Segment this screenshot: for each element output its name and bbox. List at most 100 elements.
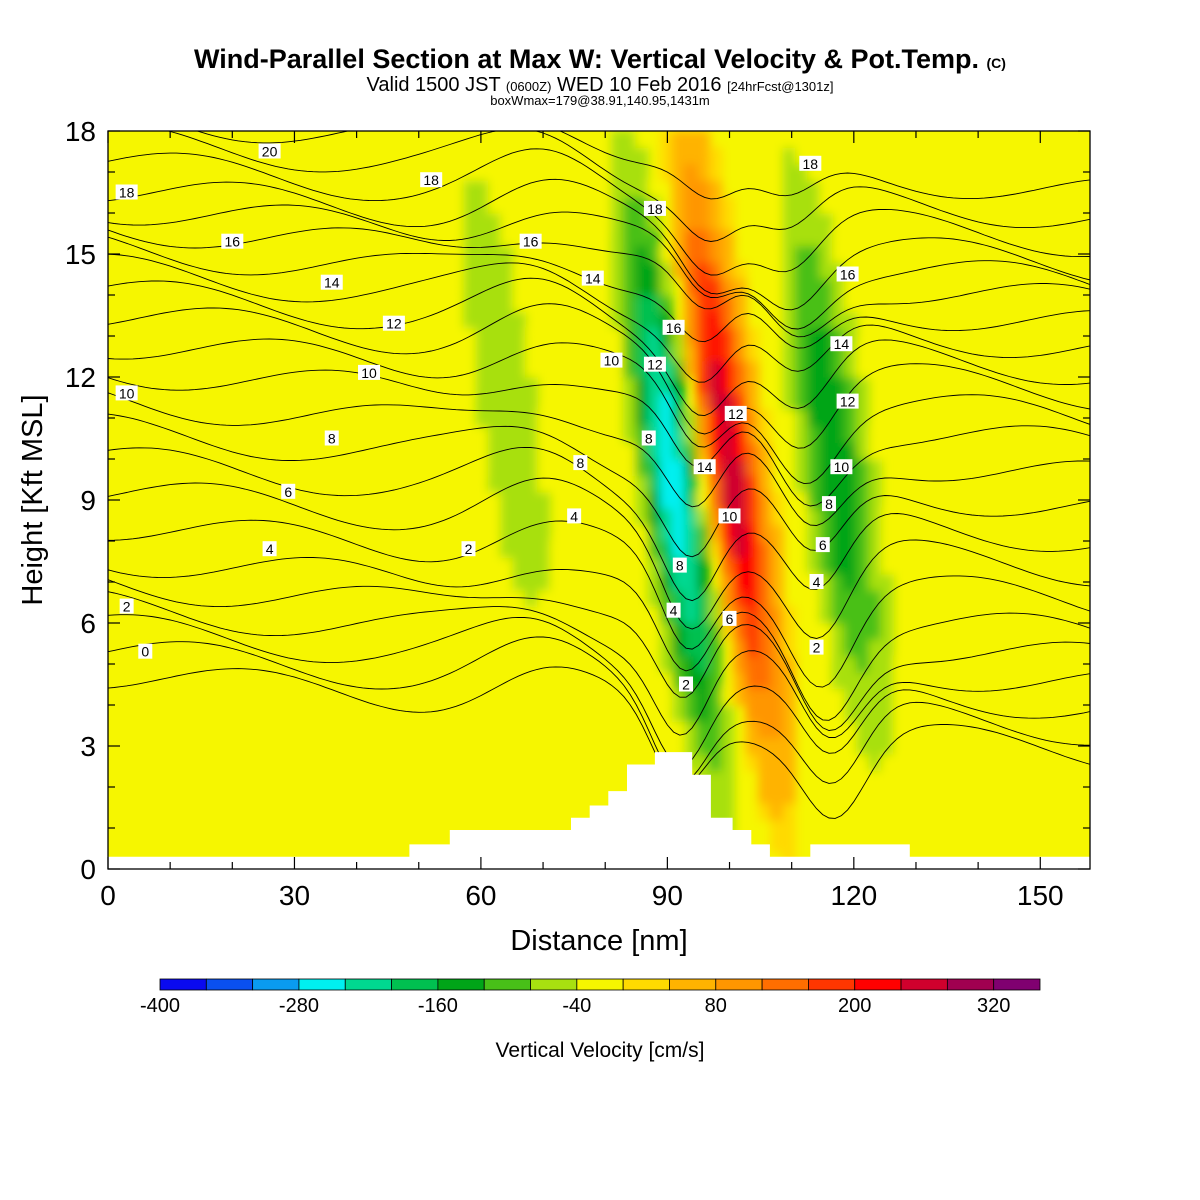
velocity-cell: [807, 245, 821, 263]
velocity-cell: [708, 638, 723, 657]
velocity-cell: [721, 573, 735, 591]
velocity-cell: [475, 442, 490, 460]
contour-label: 14: [581, 270, 604, 287]
velocity-cell: [684, 606, 698, 624]
y-tick-label: 0: [80, 854, 96, 885]
velocity-cell: [819, 589, 833, 608]
velocity-cell: [708, 606, 723, 624]
velocity-cell: [831, 540, 845, 558]
velocity-cell: [708, 622, 723, 640]
velocity-cell: [488, 524, 502, 542]
colorbar-swatch: [946, 978, 995, 991]
velocity-cell: [721, 474, 735, 493]
velocity-cell: [782, 638, 796, 657]
velocity-cell: [696, 196, 710, 214]
velocity-cell: [708, 474, 723, 493]
velocity-cell: [684, 294, 698, 312]
velocity-cell: [733, 556, 747, 575]
contour-label-text: 10: [834, 459, 850, 475]
velocity-cell: [880, 638, 895, 657]
velocity-cell: [488, 392, 502, 411]
velocity-cell: [696, 638, 710, 657]
velocity-cell: [684, 343, 698, 362]
velocity-cell: [500, 392, 514, 411]
velocity-cell: [500, 425, 514, 444]
velocity-cell: [868, 540, 882, 558]
velocity-cell: [672, 491, 686, 509]
velocity-cell: [512, 442, 526, 460]
velocity-cell: [610, 196, 625, 214]
velocity-cell: [696, 720, 710, 739]
velocity-cell: [807, 310, 821, 329]
velocity-cell: [893, 720, 907, 739]
velocity-cell: [733, 360, 747, 378]
velocity-cell: [721, 802, 735, 821]
chart-subtitle: Valid 1500 JST (0600Z) WED 10 Feb 2016 […: [0, 74, 1200, 97]
velocity-cell: [524, 409, 539, 427]
contour-label-text: 12: [840, 394, 856, 410]
velocity-cell: [537, 474, 551, 493]
velocity-cell: [635, 163, 649, 181]
velocity-cell: [721, 737, 735, 755]
velocity-cell: [758, 671, 772, 690]
velocity-cell: [537, 458, 551, 476]
velocity-cell: [708, 524, 723, 542]
velocity-cell: [819, 245, 833, 263]
velocity-cell: [880, 770, 895, 788]
velocity-cell: [794, 376, 809, 394]
velocity-cell: [512, 294, 526, 312]
velocity-cell: [745, 737, 760, 755]
velocity-cell: [770, 540, 784, 558]
velocity-cell: [770, 507, 784, 526]
contour-label: 14: [693, 459, 716, 475]
velocity-cell: [844, 294, 858, 312]
velocity-cell: [475, 294, 490, 312]
velocity-cell: [856, 606, 870, 624]
velocity-cell: [770, 212, 784, 230]
velocity-cell: [500, 245, 514, 263]
contour-label: 14: [320, 274, 343, 291]
velocity-cell: [819, 310, 833, 329]
velocity-cell: [844, 442, 858, 460]
velocity-cell: [819, 507, 833, 526]
velocity-cell: [868, 425, 882, 444]
velocity-cell: [807, 556, 821, 575]
velocity-cell: [549, 556, 563, 575]
velocity-cell: [758, 556, 772, 575]
velocity-cell: [672, 131, 686, 148]
velocity-cell: [475, 179, 490, 198]
velocity-cell: [512, 556, 526, 575]
velocity-cell: [684, 409, 698, 427]
velocity-cell: [684, 212, 698, 230]
velocity-cell: [708, 671, 723, 690]
velocity-cell: [512, 606, 526, 624]
velocity-cell: [745, 753, 760, 772]
velocity-cell: [647, 507, 661, 526]
velocity-cell: [672, 704, 686, 722]
contour-label-text: 4: [266, 541, 274, 557]
velocity-cell: [512, 360, 526, 378]
velocity-cell: [782, 131, 796, 148]
velocity-cell: [500, 409, 514, 427]
velocity-cell: [708, 540, 723, 558]
velocity-cell: [610, 228, 625, 247]
velocity-cell: [844, 622, 858, 640]
velocity-cell: [758, 688, 772, 706]
velocity-cell: [684, 638, 698, 657]
velocity-cell: [831, 589, 845, 608]
velocity-cell: [684, 507, 698, 526]
velocity-cell: [758, 638, 772, 657]
theta-contour-line: [108, 477, 1090, 639]
velocity-cell: [549, 638, 563, 657]
velocity-cell: [647, 442, 661, 460]
velocity-cell: [610, 131, 625, 148]
velocity-cell: [758, 474, 772, 493]
velocity-cell: [463, 261, 477, 280]
contour-label-text: 12: [647, 357, 663, 373]
velocity-cell: [770, 278, 784, 296]
velocity-cell: [672, 655, 686, 673]
velocity-cell: [696, 491, 710, 509]
velocity-cell: [733, 310, 747, 329]
velocity-cell: [696, 622, 710, 640]
velocity-cell: [770, 737, 784, 755]
